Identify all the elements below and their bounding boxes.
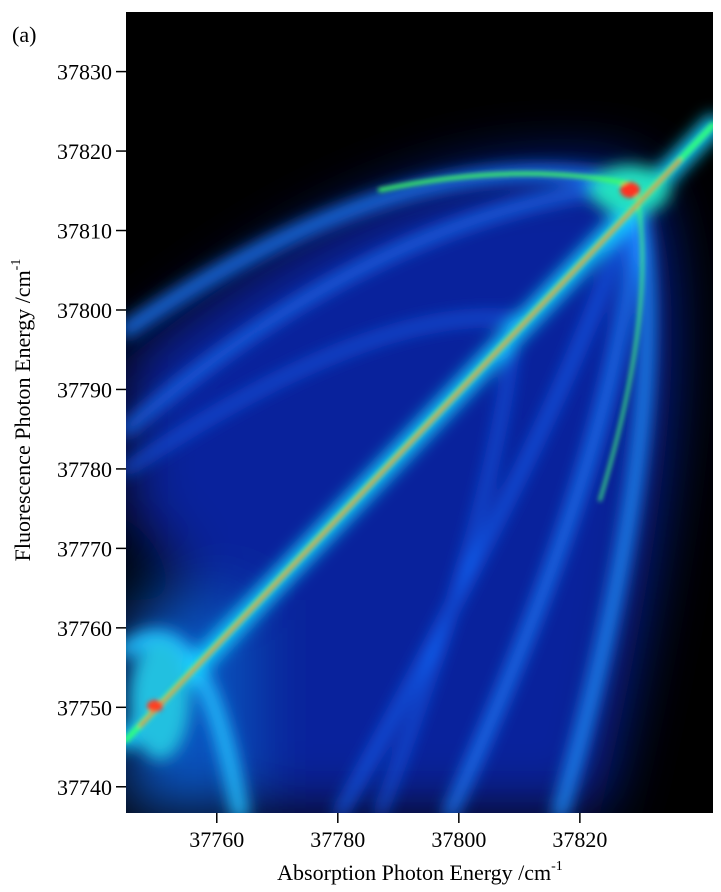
y-tick-label: 37810	[57, 219, 112, 244]
y-axis-label-text: Fluorescence Photon Energy /cm	[10, 270, 35, 561]
x-axis-label-superscript: -1	[551, 859, 563, 874]
y-axis-label-superscript: -1	[9, 259, 24, 271]
y-tick-label: 37750	[57, 695, 112, 720]
y-tick-label: 37790	[57, 377, 112, 402]
x-axis-label-text: Absorption Photon Energy /cm	[277, 860, 551, 885]
panel-label: (a)	[12, 22, 36, 47]
x-tick-label: 37800	[431, 827, 486, 852]
y-tick-label: 37830	[57, 60, 112, 85]
x-tick-label: 37760	[189, 827, 244, 852]
y-tick-label: 37770	[57, 536, 112, 561]
y-tick-label: 37800	[57, 298, 112, 323]
x-axis-label: Absorption Photon Energy /cm-1	[277, 859, 563, 885]
y-tick-label: 37780	[57, 457, 112, 482]
x-tick-label: 37820	[552, 827, 607, 852]
y-tick-label: 37740	[57, 775, 112, 800]
y-tick-label: 37820	[57, 139, 112, 164]
x-tick-label: 37780	[310, 827, 365, 852]
y-tick-label: 37760	[57, 616, 112, 641]
heatmap-image	[126, 12, 713, 813]
y-axis-label: Fluorescence Photon Energy /cm-1	[9, 259, 35, 562]
